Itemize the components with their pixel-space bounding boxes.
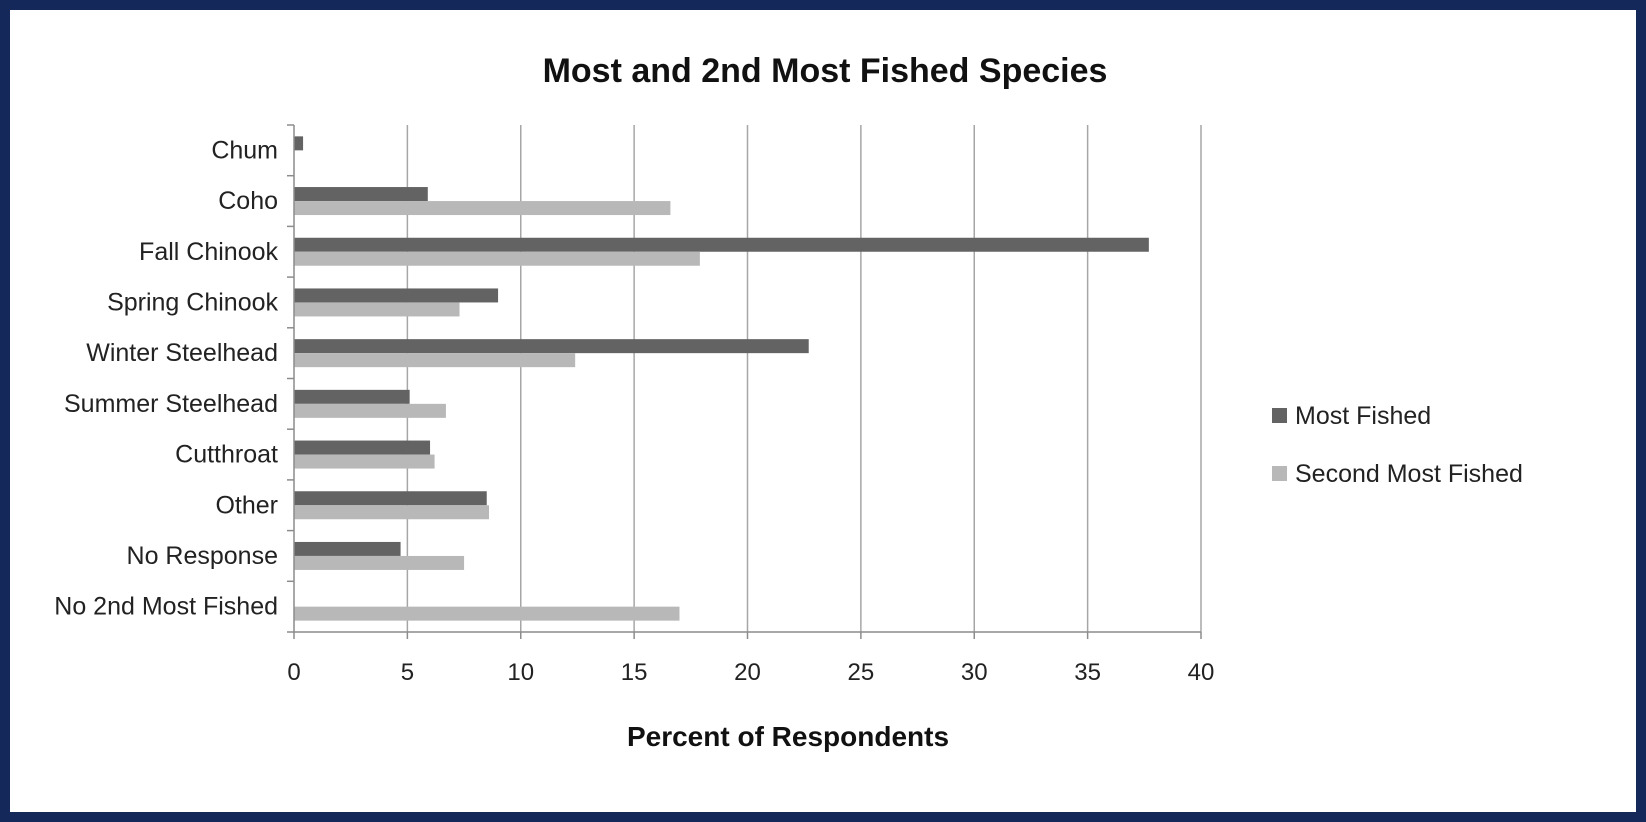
bar-second-most-fished	[294, 403, 446, 418]
bar-second-most-fished	[294, 606, 680, 621]
chart-title: Most and 2nd Most Fished Species	[543, 52, 1108, 90]
bar-most-fished	[294, 288, 499, 303]
bar-most-fished	[294, 136, 304, 151]
x-tick-label: 40	[1188, 659, 1215, 686]
category-label: Chum	[211, 136, 278, 164]
category-label: No 2nd Most Fished	[54, 593, 278, 621]
category-label: Fall Chinook	[139, 238, 278, 266]
category-label: Coho	[218, 187, 278, 215]
bar-most-fished	[294, 541, 401, 556]
bar-most-fished	[294, 440, 431, 455]
x-tick-label: 35	[1074, 659, 1101, 686]
category-label: Summer Steelhead	[64, 390, 278, 418]
bar-most-fished	[294, 237, 1149, 252]
x-tick-label: 0	[287, 659, 300, 686]
bar-second-most-fished	[294, 454, 435, 469]
x-tick-label: 10	[507, 659, 534, 686]
legend-swatch	[1272, 408, 1287, 423]
bar-second-most-fished	[294, 505, 490, 520]
bar-second-most-fished	[294, 302, 460, 317]
chart-frame: Most and 2nd Most Fished Species Percent…	[10, 10, 1636, 812]
bar-second-most-fished	[294, 201, 671, 216]
bar-chart: Most and 2nd Most Fished Species Percent…	[54, 52, 1523, 752]
bar-second-most-fished	[294, 251, 700, 266]
category-label: Cutthroat	[175, 441, 278, 469]
category-label: No Response	[127, 542, 278, 570]
x-tick-label: 30	[961, 659, 988, 686]
bar-most-fished	[294, 491, 487, 506]
legend-label: Most Fished	[1295, 402, 1431, 430]
legend: Most Fished Second Most Fished	[1272, 402, 1523, 488]
legend-label: Second Most Fished	[1295, 460, 1523, 488]
bar-most-fished	[294, 389, 410, 404]
category-label: Other	[215, 491, 278, 519]
category-label: Winter Steelhead	[86, 339, 278, 367]
bars	[294, 136, 1149, 621]
x-tick-label: 5	[401, 659, 414, 686]
x-axis-label: Percent of Respondents	[627, 721, 949, 752]
bar-second-most-fished	[294, 555, 465, 570]
axes: 0 5 10 15 20 25 30 35 40 Chum Coho Fall Chinook Spri…	[54, 124, 1215, 686]
x-tick-label: 15	[621, 659, 648, 686]
bar-most-fished	[294, 187, 428, 202]
bar-second-most-fished	[294, 353, 576, 368]
legend-swatch	[1272, 466, 1287, 481]
x-tick-label: 25	[848, 659, 875, 686]
category-label: Spring Chinook	[107, 288, 278, 316]
bar-most-fished	[294, 339, 809, 354]
x-tick-label: 20	[734, 659, 761, 686]
